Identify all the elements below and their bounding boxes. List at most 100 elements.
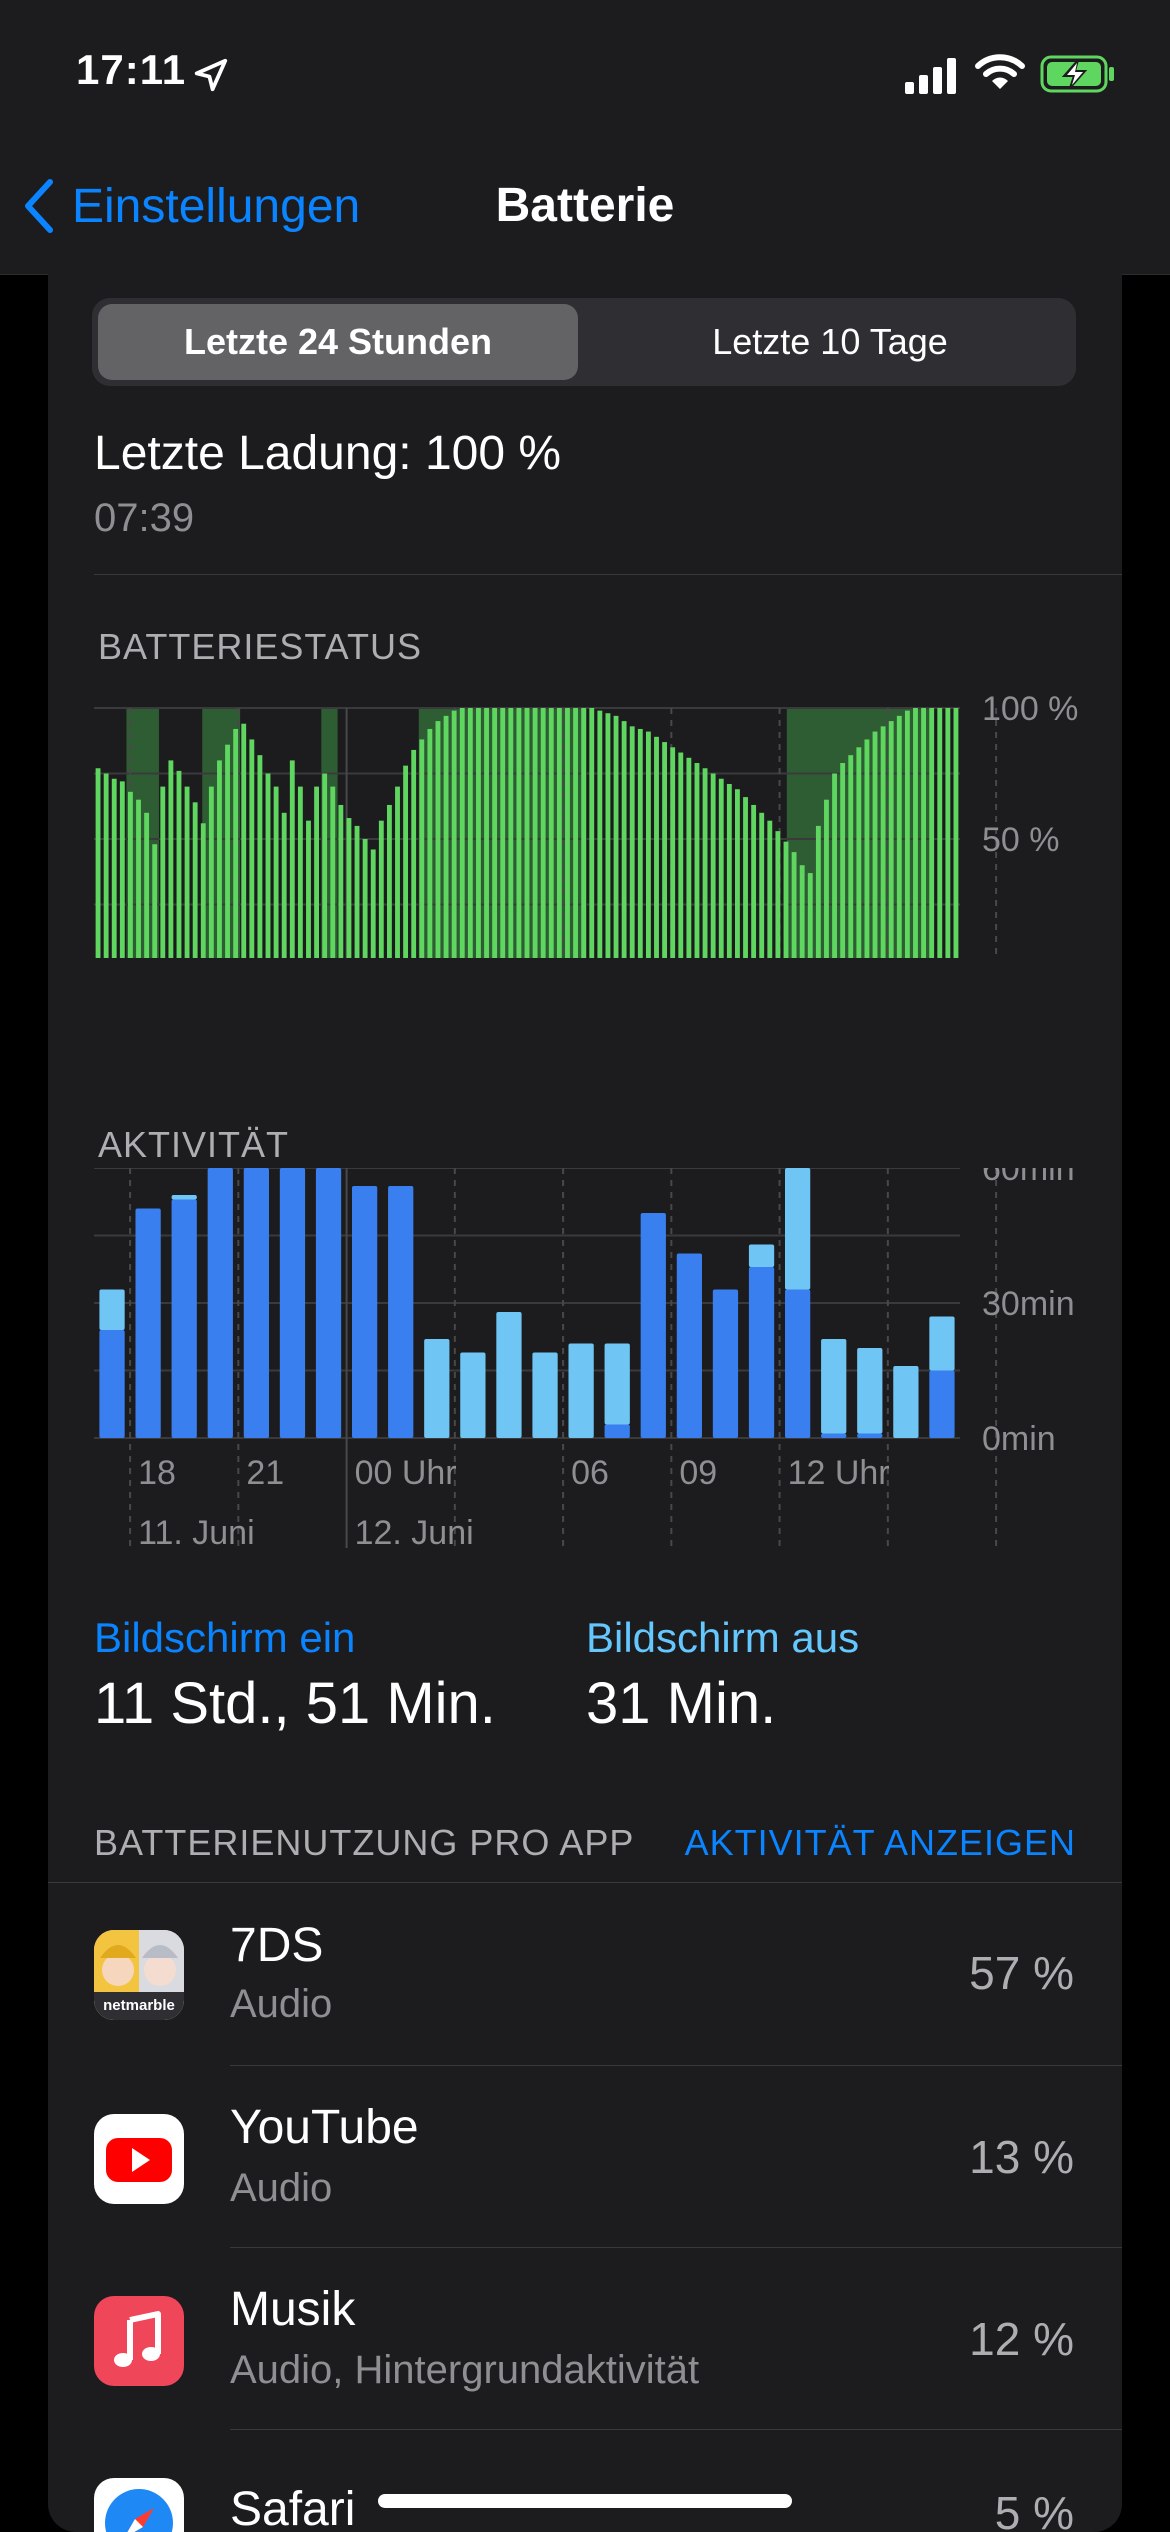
activity-chart: 60min 30min 0min 18 21 00 Uhr 06 09 12 Uhr 11. Ju… xyxy=(94,1168,1075,1548)
screen-on-bar xyxy=(243,1168,270,1438)
battery-bar xyxy=(670,747,676,958)
battery-bar xyxy=(168,760,174,958)
battery-bar xyxy=(443,715,449,958)
battery-bar xyxy=(184,786,190,958)
app-row-7ds[interactable]: netmarble 7DS Audio 57 % xyxy=(48,1884,1122,2066)
cellular-signal-icon xyxy=(905,58,956,94)
battery-bar xyxy=(192,802,198,958)
battery-bar xyxy=(127,791,133,958)
battery-bar xyxy=(832,773,837,958)
screen-off-bar xyxy=(929,1316,955,1371)
battery-bar xyxy=(411,749,417,958)
battery-card: Letzte 24 Stunden Letzte 10 Tage Letzte … xyxy=(48,274,1122,2532)
page-title: Batterie xyxy=(495,179,675,232)
screen-on-bar xyxy=(640,1213,666,1438)
x-tick-label: 21 xyxy=(246,1454,284,1492)
battery-bar xyxy=(945,708,951,958)
screen-off-bar xyxy=(893,1366,919,1438)
battery-bar xyxy=(726,783,732,958)
battery-bar xyxy=(95,768,101,958)
status-time: 17:11 xyxy=(76,46,187,93)
app-name: Safari xyxy=(230,2483,356,2532)
battery-bar xyxy=(386,804,392,958)
battery-bar xyxy=(451,710,457,958)
battery-bar xyxy=(605,713,611,958)
divider xyxy=(48,1882,1122,1883)
chevron-left-icon xyxy=(25,179,53,233)
battery-bar xyxy=(767,820,773,958)
screen-off-label: Bildschirm aus xyxy=(586,1614,860,1661)
app-row-musik[interactable]: Musik Audio, Hintergrundaktivität 12 % xyxy=(48,2248,1122,2430)
battery-bar xyxy=(241,723,247,958)
battery-bar xyxy=(249,739,255,958)
battery-bar xyxy=(937,708,943,958)
battery-bar xyxy=(435,721,441,958)
battery-bar xyxy=(354,825,360,958)
y-tick-label: 0 % xyxy=(982,952,1041,958)
battery-bar xyxy=(702,768,708,958)
segment-last-24-hours[interactable]: Letzte 24 Stunden xyxy=(98,304,578,380)
battery-bar xyxy=(289,760,295,958)
app-row-safari[interactable]: Safari 5 % xyxy=(48,2430,1122,2532)
battery-bar xyxy=(508,708,514,958)
date-label: 11. Juni xyxy=(138,1514,255,1548)
x-tick-label: 06 xyxy=(571,1454,609,1492)
battery-bar xyxy=(662,742,668,958)
battery-bar xyxy=(589,708,595,958)
battery-bar xyxy=(297,786,303,958)
battery-bar xyxy=(500,708,506,958)
battery-bar xyxy=(694,763,700,958)
safari-compass-icon xyxy=(94,2478,184,2532)
last-charge-label: Letzte Ladung: 100 % xyxy=(94,427,562,480)
show-activity-button[interactable]: AKTIVITÄT ANZEIGEN xyxy=(684,1822,1076,1863)
battery-bar xyxy=(233,728,239,958)
app-row-youtube[interactable]: YouTube Audio 13 % xyxy=(48,2066,1122,2248)
battery-bar xyxy=(427,728,433,958)
screen-on-label: Bildschirm ein xyxy=(94,1614,356,1661)
screen-on-bar xyxy=(207,1168,233,1438)
battery-bar xyxy=(540,708,546,958)
battery-bar xyxy=(848,755,854,958)
app-subtitle: Audio xyxy=(230,2166,333,2210)
screen-off-bar xyxy=(568,1343,594,1438)
battery-bar xyxy=(645,731,651,958)
battery-bar xyxy=(751,804,757,958)
app-percent: 13 % xyxy=(969,2131,1074,2183)
battery-bar xyxy=(370,849,376,958)
battery-bar xyxy=(929,708,935,958)
activity-label: AKTIVITÄT xyxy=(98,1124,290,1165)
location-arrow-icon xyxy=(194,58,228,92)
home-indicator[interactable] xyxy=(378,2494,792,2508)
screen-off-bar xyxy=(532,1352,558,1438)
screen-off-bar xyxy=(460,1352,486,1438)
battery-bar xyxy=(840,763,846,958)
battery-status-label: BATTERIESTATUS xyxy=(98,626,423,667)
app-subtitle: Audio, Hintergrundaktivität xyxy=(230,2348,700,2392)
screen-off-bar xyxy=(171,1195,197,1200)
x-tick-label: 12 Uhr xyxy=(788,1454,890,1492)
battery-bar xyxy=(904,710,910,958)
app-name: YouTube xyxy=(230,2101,419,2154)
screen-on-bar xyxy=(929,1370,955,1438)
battery-charging-icon xyxy=(1040,55,1114,93)
battery-bar xyxy=(710,773,716,958)
battery-bar xyxy=(896,715,902,958)
screen-on-bar xyxy=(676,1253,703,1438)
battery-bar xyxy=(257,755,263,958)
battery-bar xyxy=(686,757,692,958)
battery-bar xyxy=(484,708,489,958)
back-button[interactable]: Einstellungen xyxy=(24,176,360,236)
y-tick-label: 60min xyxy=(982,1168,1075,1188)
battery-bar xyxy=(807,873,813,958)
battery-bar xyxy=(791,852,797,958)
back-button-label: Einstellungen xyxy=(72,179,361,233)
app-name: Musik xyxy=(230,2283,356,2336)
segment-last-10-days[interactable]: Letzte 10 Tage xyxy=(712,321,948,362)
battery-bar xyxy=(314,786,319,958)
battery-bar xyxy=(815,825,821,958)
screen-on-bar xyxy=(712,1289,739,1438)
battery-bar xyxy=(864,739,870,958)
screen-on-bar xyxy=(784,1289,811,1438)
battery-bar xyxy=(888,721,894,958)
battery-bar xyxy=(200,823,206,958)
